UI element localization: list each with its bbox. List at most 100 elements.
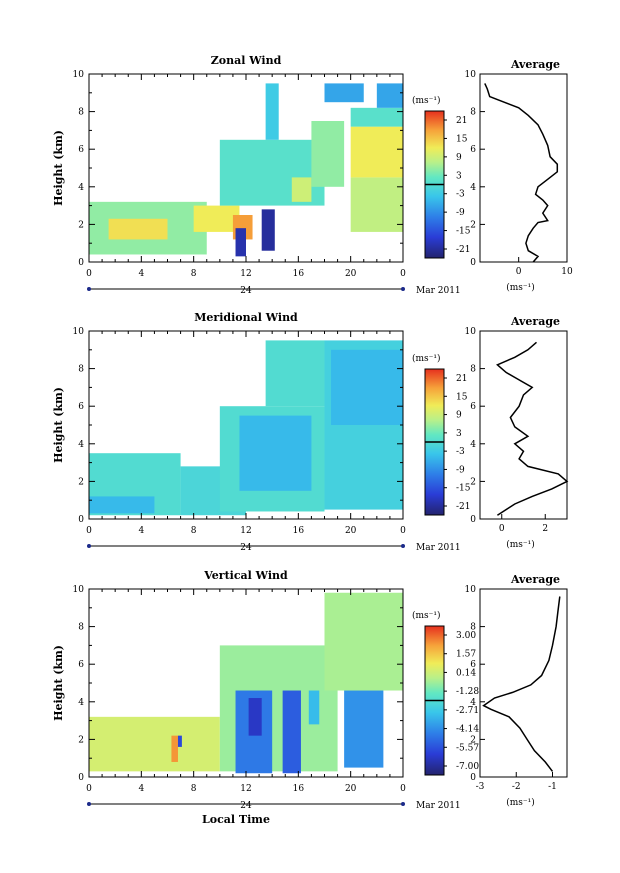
x-tick-label: 8 (191, 784, 197, 794)
x-tick-label: 0 (400, 526, 406, 536)
x-tick-label: 8 (191, 526, 197, 536)
heatmap-cell (89, 496, 155, 514)
average-x-label: (ms⁻¹) (506, 282, 535, 293)
y-tick-label: 4 (78, 440, 84, 450)
colorbar-tick-label: 9 (456, 153, 462, 163)
y-tick-label: 8 (78, 623, 84, 633)
colorbar-tick-label: 3 (456, 429, 462, 439)
heatmap-cell (239, 415, 312, 491)
y-tick-label: 4 (78, 183, 84, 193)
x-tick-label: 16 (293, 784, 305, 794)
x-tick-label: 0 (516, 267, 522, 277)
y-tick-label: 6 (470, 402, 476, 412)
y-tick-label: 10 (73, 70, 85, 80)
x-tick-label: 20 (345, 269, 357, 279)
y-axis-label: Height (km) (52, 645, 65, 721)
y-tick-label: 10 (73, 327, 85, 337)
panel-title: Vertical Wind (203, 569, 288, 582)
date-label: 24 (240, 543, 252, 553)
month-label: Mar 2011 (416, 801, 461, 811)
colorbar-tick-label: -2.71 (456, 706, 479, 716)
heatmap-cell (344, 690, 384, 768)
x-tick-label: 16 (293, 269, 305, 279)
date-axis-endpoint (401, 544, 405, 548)
x-tick-label: 0 (86, 269, 92, 279)
panel-title: Meridional Wind (194, 311, 298, 324)
heatmap-cell (282, 690, 301, 774)
y-tick-label: 6 (470, 145, 476, 155)
heatmap-cell (324, 83, 364, 103)
colorbar-tick-label: -15 (456, 484, 471, 494)
y-tick-label: 6 (470, 660, 476, 670)
colorbar-tick-label: -21 (456, 502, 471, 512)
y-tick-label: 4 (470, 183, 476, 193)
heatmap-cell (235, 228, 246, 257)
colorbar-tick-label: 3 (456, 171, 462, 181)
colorbar-tick-label: 3.00 (456, 631, 476, 641)
colorbar-tick-label: 15 (456, 392, 468, 402)
average-panel-0: Average 0 2 4 6 8 10 0 10 (ms⁻¹) (465, 58, 573, 293)
heatmap-cell (376, 83, 403, 108)
x-tick-label: 0 (86, 784, 92, 794)
colorbar-unit: (ms⁻¹) (412, 610, 441, 621)
y-tick-label: 0 (78, 515, 84, 525)
date-label: 24 (240, 286, 252, 296)
x-tick-label: 12 (240, 526, 251, 536)
y-tick-label: 10 (465, 70, 477, 80)
y-tick-label: 2 (78, 220, 84, 230)
heatmap-cell (291, 177, 312, 202)
y-tick-label: 10 (73, 585, 85, 595)
colorbar-tick-label: -9 (456, 208, 465, 218)
x-tick-label: 0 (400, 784, 406, 794)
x-tick-label: 4 (138, 784, 144, 794)
y-tick-label: 2 (470, 220, 476, 230)
y-tick-label: 6 (78, 660, 84, 670)
average-frame (479, 330, 568, 520)
date-axis-endpoint (401, 802, 405, 806)
colorbar-unit: (ms⁻¹) (412, 353, 441, 364)
y-tick-label: 4 (78, 698, 84, 708)
average-profile-line (496, 341, 569, 516)
x-tick-label: 0 (400, 269, 406, 279)
x-tick-label: -1 (548, 782, 557, 792)
heatmap-cell (261, 209, 275, 251)
y-tick-label: 2 (78, 477, 84, 487)
colorbar-tick-label: -7.00 (456, 762, 479, 772)
heatmap-cell (324, 592, 403, 691)
average-title: Average (510, 58, 560, 71)
x-tick-label: 4 (138, 269, 144, 279)
x-tick-label: 0 (499, 524, 505, 534)
heatmap-cell (350, 126, 403, 178)
colorbar-tick-label: -5.57 (456, 743, 479, 753)
heatmap-cell (89, 716, 220, 772)
month-label: Mar 2011 (416, 543, 461, 553)
heatmap-cell (308, 690, 320, 725)
y-axis-label: Height (km) (52, 387, 65, 463)
heatmap-cell (108, 218, 168, 240)
average-profile-line (484, 83, 559, 263)
x-tick-label: 4 (138, 526, 144, 536)
y-tick-label: 0 (78, 773, 84, 783)
average-profile-line (482, 596, 561, 772)
x-tick-label: -3 (476, 782, 485, 792)
colorbar-tick-label: -1.28 (456, 687, 479, 697)
x-tick-label: -2 (512, 782, 521, 792)
y-tick-label: 2 (470, 735, 476, 745)
y-tick-label: 8 (470, 108, 476, 118)
date-label: 24 (240, 801, 252, 811)
panel-title: Zonal Wind (211, 54, 282, 67)
y-axis-label: Height (km) (52, 130, 65, 206)
y-tick-label: 6 (78, 402, 84, 412)
heatmap-cell (350, 107, 403, 127)
colorbar-tick-label: 21 (456, 374, 467, 384)
y-tick-label: 4 (470, 440, 476, 450)
y-tick-label: 8 (78, 108, 84, 118)
y-tick-label: 2 (78, 735, 84, 745)
y-tick-label: 0 (470, 258, 476, 268)
heatmap-cell (177, 735, 182, 747)
y-tick-label: 0 (78, 258, 84, 268)
heatmap-cell (265, 83, 279, 140)
heatmap-cell (171, 735, 178, 762)
x-tick-label: 12 (240, 269, 251, 279)
